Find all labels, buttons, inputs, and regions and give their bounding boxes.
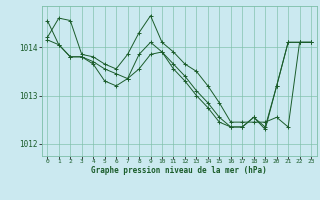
X-axis label: Graphe pression niveau de la mer (hPa): Graphe pression niveau de la mer (hPa) bbox=[91, 166, 267, 175]
